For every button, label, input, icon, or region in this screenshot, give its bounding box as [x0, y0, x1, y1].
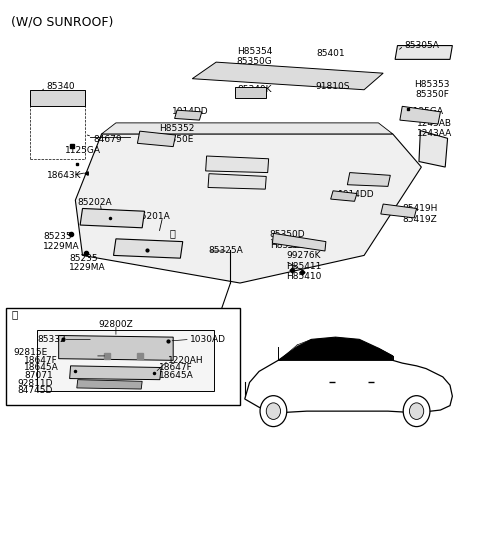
Text: 85340J: 85340J: [350, 174, 381, 183]
Text: Ⓐ: Ⓐ: [169, 228, 175, 238]
Text: 85235: 85235: [69, 254, 98, 263]
Text: 92815E: 92815E: [13, 347, 48, 356]
Text: H85352
85350E: H85352 85350E: [159, 124, 194, 144]
Text: 1030AD: 1030AD: [190, 335, 226, 344]
Text: 85419H
85419Z: 85419H 85419Z: [402, 204, 438, 224]
Text: 1243AB
1243AA: 1243AB 1243AA: [417, 119, 452, 138]
Text: 91810S: 91810S: [315, 83, 350, 92]
Circle shape: [409, 403, 424, 420]
Polygon shape: [205, 156, 269, 173]
Polygon shape: [331, 191, 357, 201]
Polygon shape: [175, 110, 202, 120]
Text: 85350D
H85351: 85350D H85351: [270, 230, 305, 250]
Polygon shape: [137, 131, 176, 147]
Text: 92811D: 92811D: [18, 379, 53, 388]
Text: 18645A: 18645A: [159, 371, 193, 380]
Text: 18645A: 18645A: [24, 363, 59, 372]
Text: 85340: 85340: [47, 83, 75, 92]
Polygon shape: [348, 173, 390, 186]
Polygon shape: [192, 62, 383, 90]
Polygon shape: [70, 366, 161, 380]
Polygon shape: [77, 380, 142, 389]
Polygon shape: [114, 239, 183, 258]
Polygon shape: [208, 174, 266, 189]
Polygon shape: [75, 134, 421, 283]
Polygon shape: [235, 87, 266, 98]
Text: 85235: 85235: [43, 231, 72, 240]
Text: 85325A: 85325A: [208, 246, 243, 255]
Text: 1014DD: 1014DD: [172, 107, 209, 117]
Text: 99275K
99276K
H85411
H85410: 99275K 99276K H85411 H85410: [286, 241, 322, 281]
Text: 92800Z: 92800Z: [98, 320, 133, 329]
Polygon shape: [245, 355, 452, 413]
Text: Ⓐ: Ⓐ: [12, 310, 18, 320]
Polygon shape: [419, 130, 447, 167]
Polygon shape: [278, 337, 393, 360]
FancyBboxPatch shape: [37, 330, 214, 391]
Polygon shape: [395, 46, 452, 59]
Text: 85202A: 85202A: [78, 199, 112, 208]
Polygon shape: [30, 90, 85, 107]
Polygon shape: [273, 233, 326, 251]
Text: H85353
85350F: H85353 85350F: [414, 80, 450, 99]
Text: 1229MA: 1229MA: [69, 263, 106, 272]
Text: Ⓐ: Ⓐ: [19, 314, 25, 324]
Polygon shape: [59, 335, 173, 360]
Text: 85401: 85401: [316, 49, 345, 58]
Text: 1220AH: 1220AH: [168, 356, 203, 365]
FancyBboxPatch shape: [6, 308, 240, 405]
Circle shape: [260, 396, 287, 427]
Text: 1014DD: 1014DD: [338, 190, 374, 199]
Polygon shape: [400, 107, 441, 124]
Polygon shape: [80, 209, 144, 228]
Text: 1125GA: 1125GA: [65, 146, 101, 155]
Text: 85340K: 85340K: [237, 85, 272, 94]
Text: 1229MA: 1229MA: [43, 241, 80, 250]
Polygon shape: [381, 204, 417, 218]
Text: (W/O SUNROOF): (W/O SUNROOF): [11, 15, 113, 28]
Text: H85354
85350G: H85354 85350G: [237, 47, 272, 66]
Text: 85332: 85332: [37, 335, 66, 344]
Text: 18647F: 18647F: [159, 363, 192, 372]
Polygon shape: [102, 123, 393, 134]
Text: 84679: 84679: [93, 135, 121, 144]
Text: 85201A: 85201A: [135, 212, 170, 221]
Text: 87071: 87071: [24, 371, 53, 380]
Text: 85305A: 85305A: [405, 41, 440, 50]
Text: 18647F: 18647F: [24, 356, 58, 365]
Text: 18643K: 18643K: [47, 171, 81, 180]
Circle shape: [403, 396, 430, 427]
Text: 1125GA: 1125GA: [408, 107, 444, 117]
Circle shape: [266, 403, 281, 420]
Text: 84745D: 84745D: [18, 386, 53, 395]
